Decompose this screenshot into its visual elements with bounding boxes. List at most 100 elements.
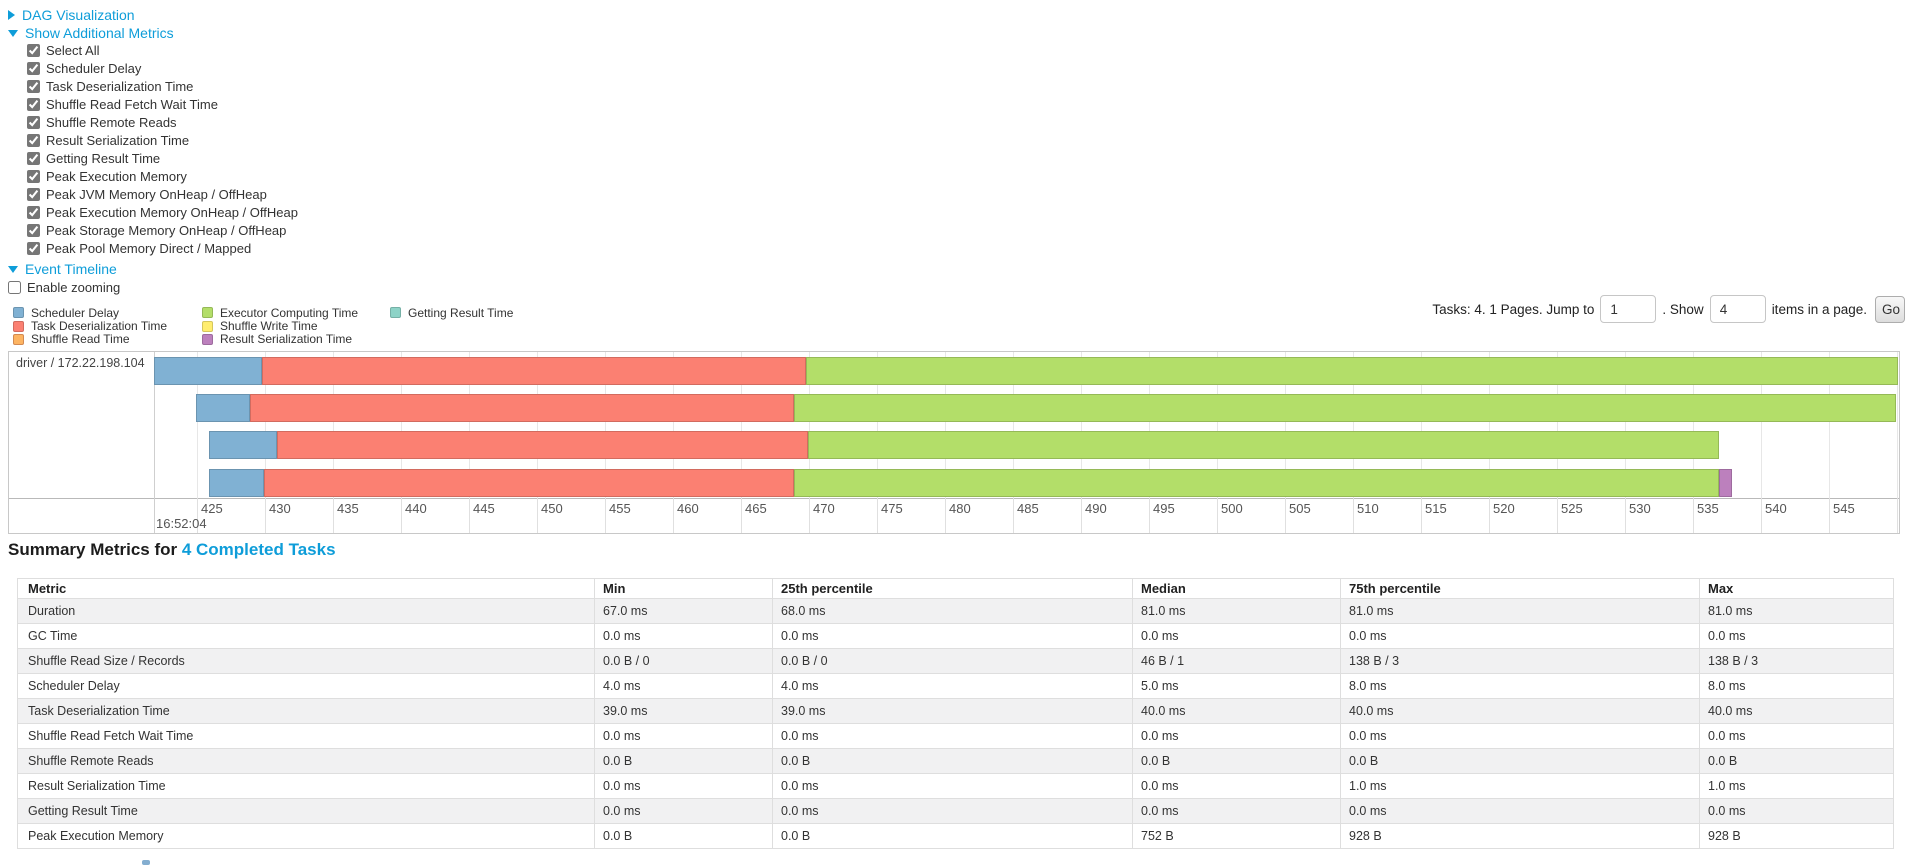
scheduler_delay-swatch-icon: [13, 307, 24, 319]
table-column-header: Min: [594, 578, 773, 599]
legend-column: Getting Result Time: [390, 306, 513, 346]
timeline-gridline: [1761, 352, 1762, 498]
metric-checkbox[interactable]: [27, 44, 40, 57]
jump-to-page-input[interactable]: [1600, 295, 1657, 323]
timeline-gridline: [197, 352, 198, 498]
metric-checkbox[interactable]: [27, 170, 40, 183]
dag-visualization-toggle[interactable]: DAG Visualization: [8, 6, 298, 24]
timeline-gridline: [605, 352, 606, 498]
enable-zooming-checkbox[interactable]: [8, 280, 21, 294]
timeline-gridline: [1489, 352, 1490, 498]
executor-label: driver / 172.22.198.104: [16, 356, 145, 370]
task-bar-segment[interactable]: [195, 394, 251, 422]
items-per-page-input[interactable]: [1709, 295, 1766, 323]
getting_result-swatch-icon: [390, 307, 401, 319]
show-additional-metrics-toggle[interactable]: Show Additional Metrics: [8, 24, 298, 42]
axis-tick-label: 535: [1697, 501, 1719, 516]
timeline-gridline: [809, 352, 810, 498]
task-bar-segment[interactable]: [794, 394, 1896, 422]
metric-value-cell: 0.0 B: [1699, 748, 1894, 774]
metric-checkbox-item: Result Serialization Time: [27, 133, 298, 151]
axis-tick-separator: [197, 498, 198, 533]
metric-value-cell: 0.0 ms: [1340, 723, 1700, 749]
task-bar-segment[interactable]: [250, 394, 795, 422]
task-bar-segment[interactable]: [263, 469, 795, 497]
timeline-gridline: [469, 352, 470, 498]
metric-checkbox[interactable]: [27, 98, 40, 111]
table-row: Peak Execution Memory 0.0 B 0.0 B 752 B 928 …: [17, 823, 1894, 849]
timeline-gridline: [1557, 352, 1558, 498]
task-bar-segment[interactable]: [807, 431, 1719, 459]
table-column-header: Max: [1699, 578, 1894, 599]
axis-tick-separator: [1625, 498, 1626, 533]
axis-tick-label: 520: [1493, 501, 1515, 516]
task-bar-segment[interactable]: [794, 469, 1719, 497]
axis-tick-separator: [401, 498, 402, 533]
task-bar-segment[interactable]: [209, 431, 278, 459]
task-bar-segment[interactable]: [262, 357, 807, 385]
metric-value-cell: 0.0 ms: [594, 723, 773, 749]
metric-value-cell: 1.0 ms: [1699, 773, 1894, 799]
metric-checkbox[interactable]: [27, 206, 40, 219]
metric-value-cell: 0.0 B: [1340, 748, 1700, 774]
metric-checkbox-option: Peak Storage Memory OnHeap / OffHeap: [27, 223, 298, 238]
task-bar-segment[interactable]: [209, 469, 264, 497]
metric-name-cell: Shuffle Read Fetch Wait Time: [17, 723, 595, 749]
axis-tick-label: 440: [405, 501, 427, 516]
axis-tick-label: 460: [677, 501, 699, 516]
task-bar-segment[interactable]: [806, 357, 1898, 385]
metric-value-cell: 81.0 ms: [1699, 598, 1894, 624]
event-timeline-chart: driver / 172.22.198.104 425 430 435 440 445 4…: [8, 351, 1900, 534]
metric-value-cell: 0.0 B: [594, 748, 773, 774]
legend-label: Getting Result Time: [408, 305, 514, 320]
timeline-gridline: [1421, 352, 1422, 498]
metric-value-cell: 0.0 B: [594, 823, 773, 849]
metric-checkbox[interactable]: [27, 152, 40, 165]
legend-label: Executor Computing Time: [220, 305, 359, 320]
metric-checkbox[interactable]: [27, 242, 40, 255]
legend-label: Result Serialization Time: [220, 332, 353, 347]
metric-value-cell: 0.0 ms: [594, 773, 773, 799]
task-bar-segment[interactable]: [1718, 469, 1733, 497]
metric-checkbox[interactable]: [27, 224, 40, 237]
go-button[interactable]: Go: [1875, 295, 1905, 323]
metric-value-cell: 39.0 ms: [772, 698, 1133, 724]
timeline-gridline: [673, 352, 674, 498]
axis-tick-label: 515: [1425, 501, 1447, 516]
table-column-header: Metric: [17, 578, 595, 599]
metric-checkbox-option: Peak Execution Memory: [27, 169, 298, 184]
metric-value-cell: 40.0 ms: [1340, 698, 1700, 724]
dag-visualization-label: DAG Visualization: [22, 7, 135, 23]
metric-value-cell: 5.0 ms: [1132, 673, 1341, 699]
axis-tick-label: 530: [1629, 501, 1651, 516]
axis-tick-label: 525: [1561, 501, 1583, 516]
table-column-header: Median: [1132, 578, 1341, 599]
legend-label: Shuffle Write Time: [220, 319, 318, 334]
metric-checkbox-label: Peak Pool Memory Direct / Mapped: [46, 241, 252, 256]
metric-checkbox-item: Getting Result Time: [27, 151, 298, 169]
chevron-down-icon: [8, 29, 18, 37]
metric-checkbox-label: Peak Execution Memory OnHeap / OffHeap: [46, 205, 298, 220]
metric-checkbox[interactable]: [27, 116, 40, 129]
event-timeline-toggle[interactable]: Event Timeline: [8, 260, 298, 278]
axis-tick-separator: [1761, 498, 1762, 533]
legend-label: Task Deserialization Time: [31, 319, 168, 334]
stage-page-controls: DAG Visualization Show Additional Metric…: [8, 6, 298, 296]
table-row: Shuffle Read Fetch Wait Time 0.0 ms 0.0 ms…: [17, 723, 1894, 749]
metric-checkbox[interactable]: [27, 80, 40, 93]
metric-checkbox[interactable]: [27, 62, 40, 75]
metric-value-cell: 0.0 ms: [772, 798, 1133, 824]
task-bar-segment[interactable]: [154, 357, 263, 385]
axis-tick-separator: [1217, 498, 1218, 533]
metric-checkbox[interactable]: [27, 134, 40, 147]
axis-tick-separator: [265, 498, 266, 533]
metric-checkbox-label: Peak JVM Memory OnHeap / OffHeap: [46, 187, 267, 202]
metric-value-cell: 138 B / 3: [1699, 648, 1894, 674]
metric-checkbox-option: Shuffle Remote Reads: [27, 115, 298, 130]
metric-checkbox-item: Task Deserialization Time: [27, 79, 298, 97]
metric-checkbox-label: Peak Execution Memory: [46, 169, 187, 184]
metric-checkbox[interactable]: [27, 188, 40, 201]
metric-checkbox-item: Peak Pool Memory Direct / Mapped: [27, 241, 298, 259]
completed-tasks-link[interactable]: 4 Completed Tasks: [181, 540, 336, 559]
task-bar-segment[interactable]: [277, 431, 808, 459]
